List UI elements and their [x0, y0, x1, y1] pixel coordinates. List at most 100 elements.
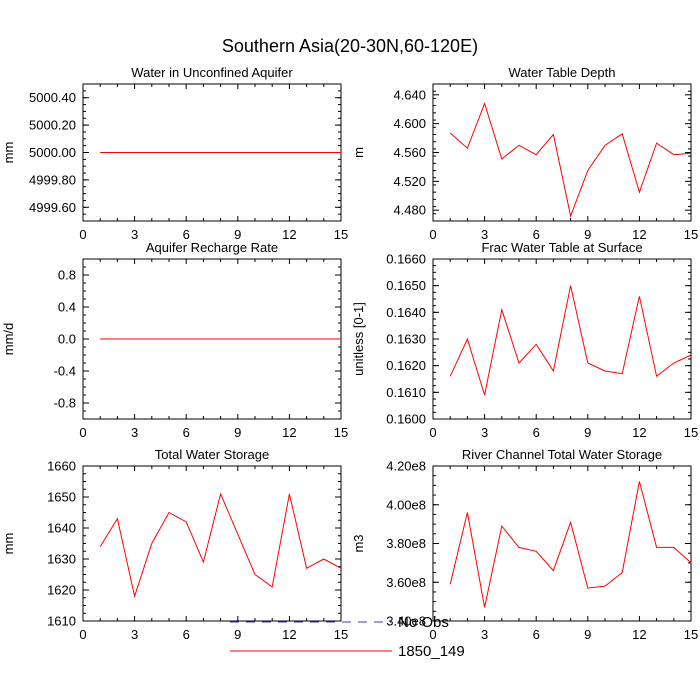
- y-tick-label: -0.4: [54, 364, 76, 379]
- y-tick-label: 0.8: [58, 268, 76, 283]
- y-tick-label: 1630: [47, 552, 76, 567]
- x-tick-label: 9: [584, 227, 591, 242]
- x-tick-label: 6: [533, 627, 540, 642]
- y-axis-label: m3: [351, 534, 366, 552]
- x-tick-label: 9: [234, 627, 241, 642]
- x-tick-label: 6: [533, 425, 540, 440]
- x-tick-label: 15: [684, 425, 698, 440]
- y-tick-label: 4.20e8: [386, 459, 426, 474]
- x-tick-label: 12: [282, 425, 296, 440]
- panel-2: Water Table Depth m 0 3 6 9 12 15 4.480 4.520 4.56…: [351, 65, 698, 242]
- plot-frame: [432, 258, 692, 420]
- x-tick-label: 9: [234, 227, 241, 242]
- y-axis-label: unitless [0-1]: [351, 302, 366, 376]
- x-tick-label: 3: [481, 227, 488, 242]
- chart-panels: Water in Unconfined Aquifer mm 0 3 6 9 12 15 499…: [1, 65, 698, 642]
- y-axis-label: mm: [1, 533, 16, 555]
- panel-1: Water in Unconfined Aquifer mm 0 3 6 9 12 15 499…: [1, 65, 348, 242]
- y-tick-label: 4.00e8: [386, 497, 426, 512]
- y-tick-label: 0.1610: [386, 385, 426, 400]
- x-tick-label: 12: [632, 425, 646, 440]
- y-tick-label: 4.560: [393, 145, 426, 160]
- y-tick-label: 1610: [47, 614, 76, 629]
- y-tick-label: 1620: [47, 583, 76, 598]
- x-tick-label: 3: [481, 627, 488, 642]
- series-line: [449, 481, 692, 608]
- x-tick-label: 15: [334, 425, 348, 440]
- y-tick-label: 0.1660: [386, 252, 426, 267]
- legend-no-obs-label: No Obs: [398, 614, 449, 631]
- y-tick-label: 1640: [47, 521, 76, 536]
- y-axis-label: m: [351, 147, 366, 158]
- plot-frame: [432, 83, 692, 222]
- panel-3: Aquifer Recharge Rate mm/d 0 3 6 9 12 15 -0.8 -0.…: [1, 240, 348, 440]
- y-tick-label: 0.1650: [386, 278, 426, 293]
- x-tick-label: 3: [131, 627, 138, 642]
- x-tick-label: 3: [481, 425, 488, 440]
- y-tick-label: 0.0: [58, 332, 76, 347]
- x-tick-label: 15: [334, 627, 348, 642]
- y-tick-label: 4999.60: [29, 200, 76, 215]
- y-tick-label: 3.40e8: [386, 614, 426, 629]
- x-tick-label: 0: [79, 425, 86, 440]
- x-tick-label: 0: [429, 227, 436, 242]
- x-tick-label: 15: [684, 227, 698, 242]
- series-line: [449, 101, 692, 218]
- x-tick-label: 15: [684, 627, 698, 642]
- x-tick-label: 9: [584, 425, 591, 440]
- x-tick-label: 3: [131, 227, 138, 242]
- legend: No Obs 1850_149: [230, 614, 465, 660]
- plot-frame: [82, 465, 342, 622]
- x-tick-label: 12: [632, 227, 646, 242]
- y-tick-label: 4.480: [393, 203, 426, 218]
- y-tick-label: 4.600: [393, 116, 426, 131]
- y-tick-label: 4.520: [393, 174, 426, 189]
- y-tick-label: 1650: [47, 490, 76, 505]
- x-tick-label: 12: [632, 627, 646, 642]
- y-axis-label: mm/d: [1, 323, 16, 356]
- panel-title: Aquifer Recharge Rate: [146, 240, 278, 255]
- x-tick-label: 0: [429, 425, 436, 440]
- panel-title: Water Table Depth: [509, 65, 616, 80]
- y-tick-label: 3.60e8: [386, 575, 426, 590]
- series-line: [449, 285, 692, 396]
- legend-series-label: 1850_149: [398, 643, 465, 660]
- x-tick-label: 6: [183, 425, 190, 440]
- x-tick-label: 3: [131, 425, 138, 440]
- y-axis-label: mm: [1, 142, 16, 164]
- x-tick-label: 6: [183, 627, 190, 642]
- x-tick-label: 0: [79, 627, 86, 642]
- y-tick-label: 5000.20: [29, 118, 76, 133]
- y-tick-label: 5000.40: [29, 90, 76, 105]
- x-tick-label: 15: [334, 227, 348, 242]
- panel-title: Water in Unconfined Aquifer: [131, 65, 293, 80]
- x-tick-label: 12: [282, 227, 296, 242]
- y-tick-label: 5000.00: [29, 145, 76, 160]
- panel-5: Total Water Storage mm 0 3 6 9 12 15 1610 1620 163…: [1, 447, 348, 642]
- y-tick-label: 4.640: [393, 87, 426, 102]
- y-tick-label: 3.80e8: [386, 536, 426, 551]
- y-tick-label: 0.4: [58, 300, 76, 315]
- y-tick-label: -0.8: [54, 396, 76, 411]
- x-tick-label: 9: [584, 627, 591, 642]
- panel-title: Frac Water Table at Surface: [481, 240, 642, 255]
- x-tick-label: 6: [533, 227, 540, 242]
- x-tick-label: 0: [79, 227, 86, 242]
- y-tick-label: 0.1630: [386, 332, 426, 347]
- x-tick-label: 9: [234, 425, 241, 440]
- panel-title: Total Water Storage: [155, 447, 269, 462]
- y-tick-label: 1660: [47, 459, 76, 474]
- panel-title: River Channel Total Water Storage: [462, 447, 662, 462]
- y-tick-label: 0.1620: [386, 358, 426, 373]
- plot-frame: [432, 465, 692, 622]
- x-tick-label: 6: [183, 227, 190, 242]
- figure-title: Southern Asia(20-30N,60-120E): [222, 36, 478, 56]
- x-tick-label: 0: [429, 627, 436, 642]
- y-tick-label: 0.1600: [386, 412, 426, 427]
- panel-6: River Channel Total Water Storage m3 0 3 6 9 1…: [351, 447, 698, 642]
- x-tick-label: 12: [282, 627, 296, 642]
- panel-4: Frac Water Table at Surface unitless [0-1…: [351, 240, 698, 440]
- y-tick-label: 4999.80: [29, 172, 76, 187]
- series-line: [99, 492, 342, 599]
